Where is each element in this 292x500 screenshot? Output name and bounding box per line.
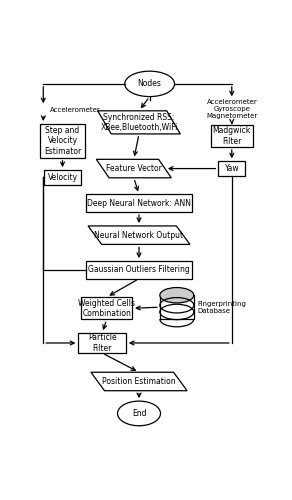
Ellipse shape — [125, 71, 175, 96]
Text: Weighted Cells
Combination: Weighted Cells Combination — [78, 298, 135, 318]
FancyBboxPatch shape — [211, 124, 253, 147]
Text: Step and
Velocity
Estimator: Step and Velocity Estimator — [44, 126, 81, 156]
FancyBboxPatch shape — [86, 194, 192, 212]
FancyBboxPatch shape — [41, 124, 85, 158]
Polygon shape — [88, 226, 190, 244]
Text: Gaussian Outliers Filtering: Gaussian Outliers Filtering — [88, 266, 190, 274]
Text: Velocity: Velocity — [48, 173, 78, 182]
Text: Feature Vector: Feature Vector — [106, 164, 162, 173]
Polygon shape — [160, 295, 194, 319]
Text: Position Estimation: Position Estimation — [102, 377, 176, 386]
FancyBboxPatch shape — [218, 162, 245, 176]
Text: Yaw: Yaw — [225, 164, 239, 173]
Ellipse shape — [117, 401, 161, 426]
Text: Particle
Filter: Particle Filter — [88, 334, 117, 352]
Ellipse shape — [160, 288, 194, 303]
Text: End: End — [132, 409, 146, 418]
Polygon shape — [96, 160, 171, 178]
Text: Neural Network Output: Neural Network Output — [94, 230, 184, 239]
FancyBboxPatch shape — [78, 333, 126, 353]
Polygon shape — [98, 111, 180, 134]
Text: Accelerometer: Accelerometer — [50, 107, 101, 113]
Text: Deep Neural Network: ANN: Deep Neural Network: ANN — [87, 198, 191, 207]
Text: Nodes: Nodes — [138, 80, 161, 88]
Polygon shape — [91, 372, 187, 390]
Text: Accelerometer
Gyroscope
Magnetometer: Accelerometer Gyroscope Magnetometer — [207, 99, 258, 119]
FancyBboxPatch shape — [86, 261, 192, 278]
Text: Synchronized RSS:
XBee,Bluetooth,WiFi: Synchronized RSS: XBee,Bluetooth,WiFi — [100, 112, 178, 132]
Text: Fingerprinting
Database: Fingerprinting Database — [197, 300, 246, 314]
FancyBboxPatch shape — [44, 170, 81, 184]
FancyBboxPatch shape — [81, 297, 132, 320]
Text: Madgwick
Filter: Madgwick Filter — [213, 126, 251, 146]
